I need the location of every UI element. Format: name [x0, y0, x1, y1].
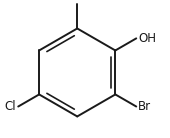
Text: Cl: Cl [5, 100, 16, 113]
Text: Br: Br [138, 100, 151, 113]
Text: Cl: Cl [71, 0, 83, 2]
Text: OH: OH [138, 32, 156, 45]
